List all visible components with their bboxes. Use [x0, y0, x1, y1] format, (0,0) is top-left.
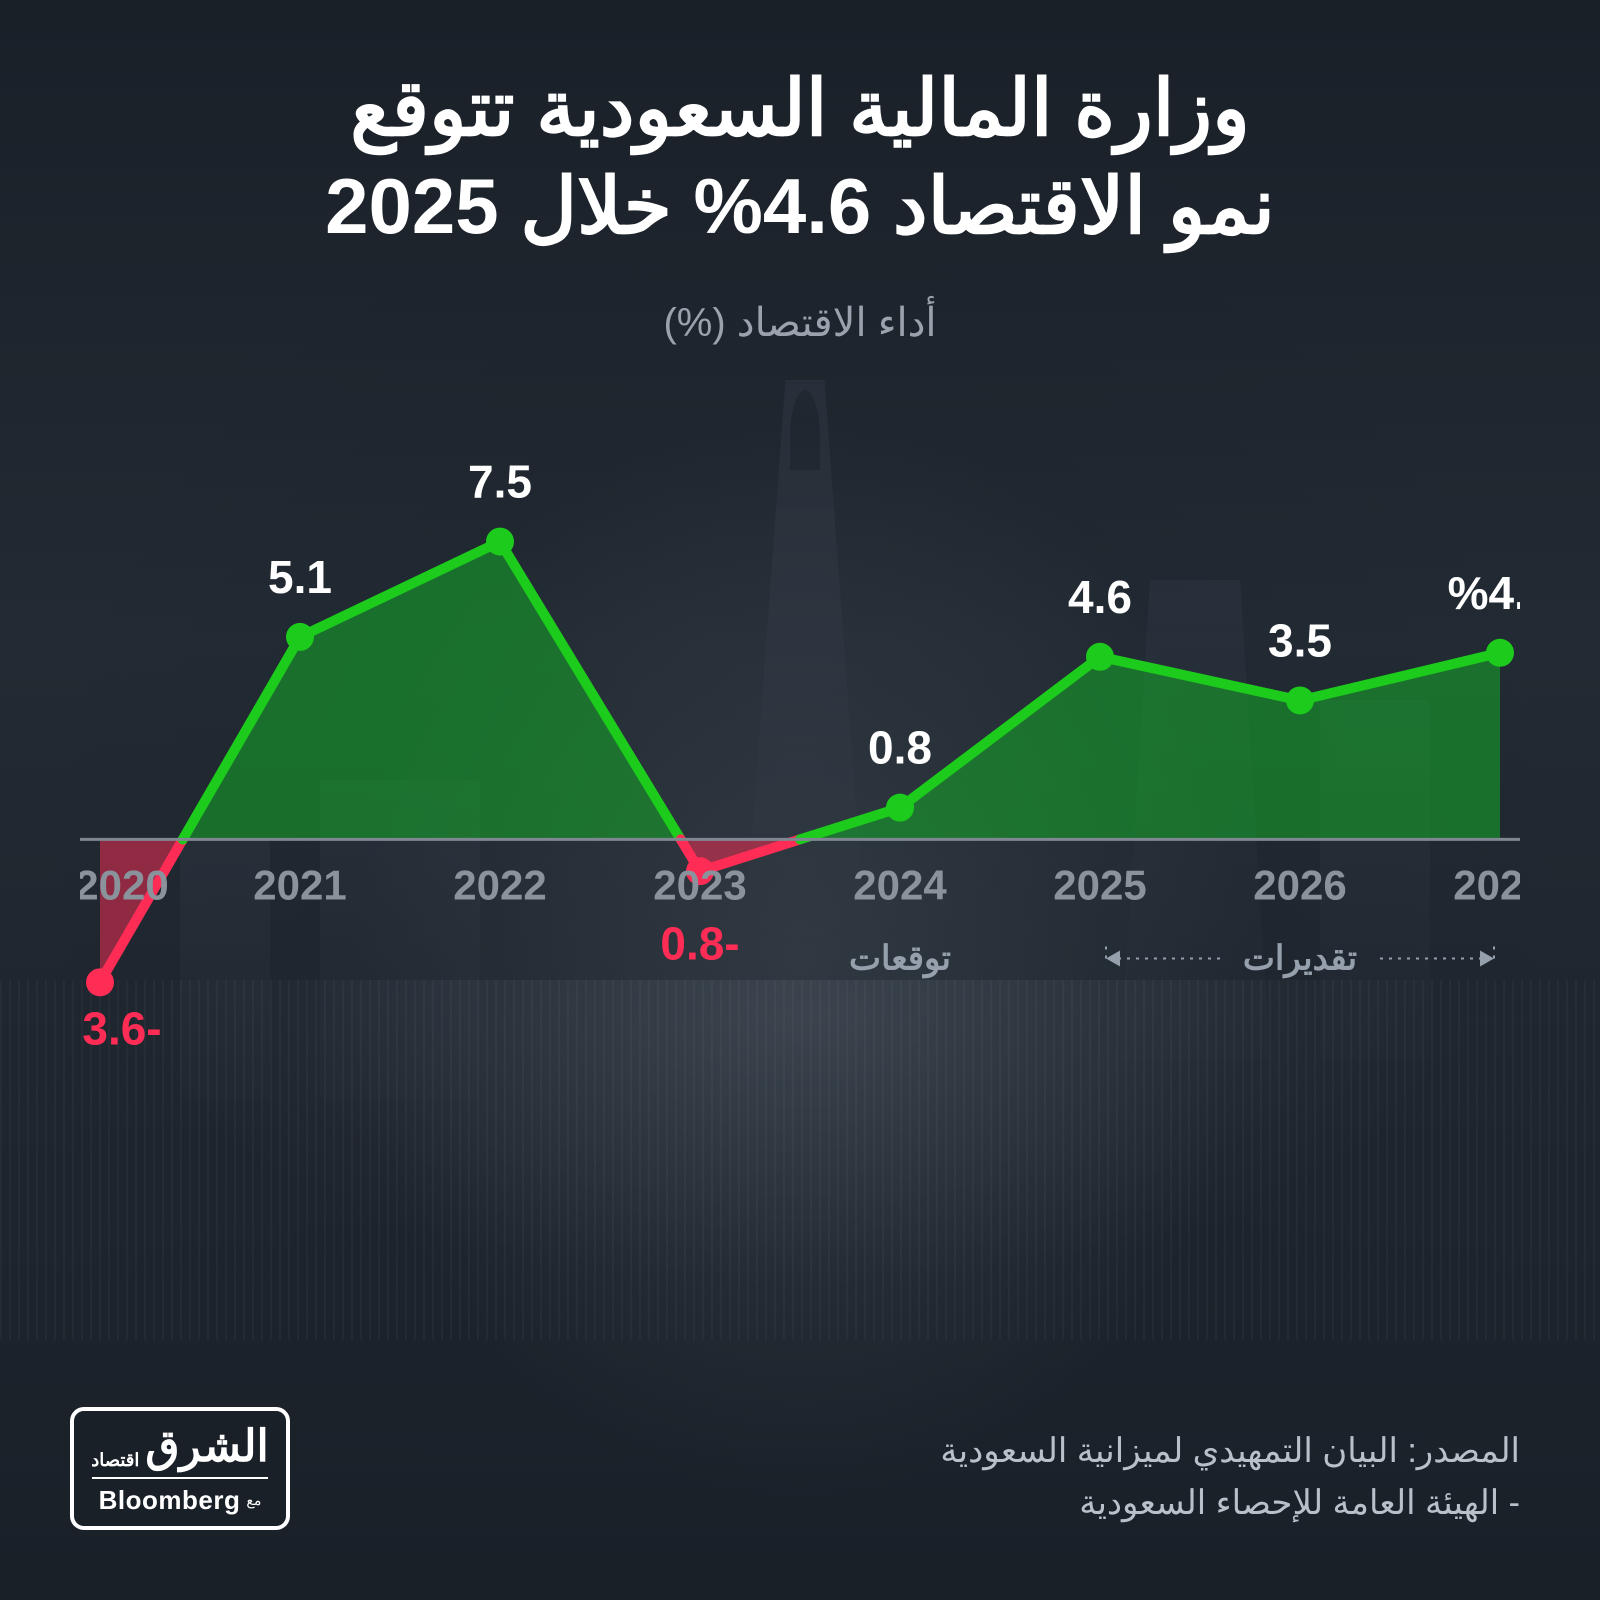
year-label: 2023 — [653, 861, 746, 908]
value-label: 4.6 — [1068, 571, 1132, 623]
data-marker — [1086, 643, 1114, 671]
data-marker — [1286, 686, 1314, 714]
value-label: %4.7 — [1448, 567, 1520, 619]
brand-main: الشرق — [145, 1425, 268, 1469]
year-label: 2025 — [1053, 861, 1146, 908]
brand-logo: الشرق اقتصاد Bloomberg مع — [70, 1407, 290, 1530]
data-marker — [86, 968, 114, 996]
logo-divider — [92, 1477, 268, 1479]
headline-line2: نمو الاقتصاد 4.6% خلال 2025 — [0, 158, 1600, 256]
value-label: 7.5 — [468, 456, 532, 508]
value-label: 3.6- — [82, 1002, 161, 1054]
year-label: 2026 — [1253, 861, 1346, 908]
source-attribution: المصدر: البيان التمهيدي لميزانية السعودي… — [940, 1425, 1520, 1530]
data-marker — [486, 528, 514, 556]
value-label: 3.5 — [1268, 614, 1332, 666]
data-marker — [286, 623, 314, 651]
area-segment — [1100, 657, 1300, 840]
data-marker — [886, 794, 914, 822]
annotation-estimates: تقديرات — [1243, 939, 1357, 978]
source-line2: - الهيئة العامة للإحصاء السعودية — [940, 1477, 1520, 1530]
chart-subtitle: أداء الاقتصاد (%) — [0, 300, 1600, 346]
year-label: 2020 — [80, 861, 169, 908]
year-label: 2027 — [1453, 861, 1520, 908]
data-marker — [1486, 639, 1514, 667]
brand-sub: اقتصاد — [91, 1451, 139, 1469]
headline: وزارة المالية السعودية تتوقع نمو الاقتصا… — [0, 60, 1600, 255]
headline-line1: وزارة المالية السعودية تتوقع — [0, 60, 1600, 158]
annotation-arrow-head — [1106, 951, 1120, 967]
year-label: 2024 — [853, 861, 947, 908]
chart-area: 2020 2021 2022 2023 2024 2025 2026 2027 3.6- 5.1 7… — [80, 400, 1520, 1220]
annotation-forecast: توقعات — [849, 939, 951, 978]
value-label: 0.8 — [868, 722, 932, 774]
brand-partner-prefix: مع — [246, 1492, 261, 1509]
value-label: 5.1 — [268, 551, 332, 603]
year-label: 2022 — [453, 861, 546, 908]
line-area-chart: 2020 2021 2022 2023 2024 2025 2026 2027 3.6- 5.1 7… — [80, 400, 1520, 1220]
year-label: 2021 — [253, 861, 346, 908]
annotation-arrow-head — [1480, 951, 1494, 967]
value-label: 0.8- — [660, 917, 739, 969]
source-line1: المصدر: البيان التمهيدي لميزانية السعودي… — [940, 1425, 1520, 1478]
brand-partner: Bloomberg — [99, 1485, 241, 1516]
